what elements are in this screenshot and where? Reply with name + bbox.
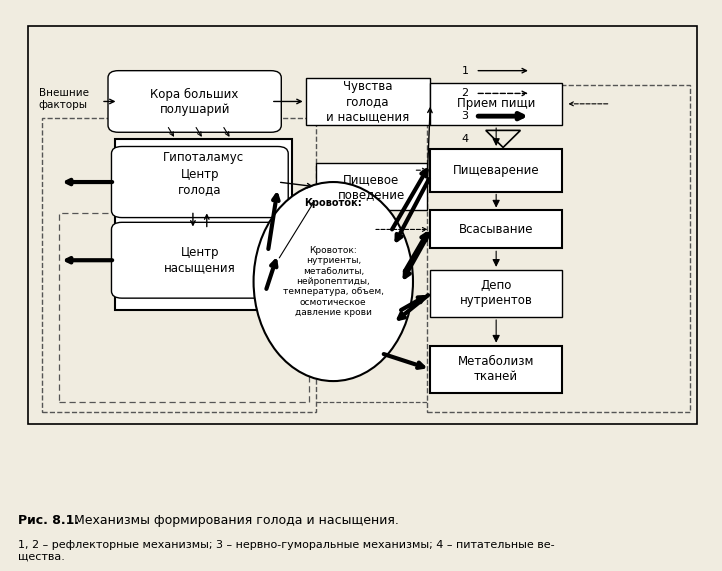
Text: Центр
насыщения: Центр насыщения	[164, 246, 235, 274]
FancyBboxPatch shape	[430, 149, 562, 191]
Text: Кровоток:: Кровоток:	[305, 198, 362, 208]
Text: 3: 3	[461, 111, 469, 121]
FancyBboxPatch shape	[115, 139, 292, 310]
Text: Депо
нутриентов: Депо нутриентов	[460, 279, 533, 307]
FancyBboxPatch shape	[111, 147, 288, 218]
FancyBboxPatch shape	[305, 78, 430, 125]
Text: Внешние
факторы: Внешние факторы	[39, 89, 89, 110]
Text: Кровоток:
нутриенты,
метаболиты,
нейропептиды,
температура, объем,
осмотическое
: Кровоток: нутриенты, метаболиты, нейропе…	[283, 246, 384, 317]
Text: 4: 4	[461, 134, 469, 144]
Text: 2: 2	[461, 89, 469, 98]
Ellipse shape	[253, 182, 413, 381]
FancyBboxPatch shape	[108, 71, 282, 132]
Text: Центр
голода: Центр голода	[178, 168, 222, 196]
Text: Всасывание: Всасывание	[459, 223, 534, 236]
Text: 1: 1	[461, 66, 469, 76]
FancyBboxPatch shape	[316, 163, 427, 211]
Text: Пищеварение: Пищеварение	[453, 164, 539, 176]
Text: Метаболизм
тканей: Метаболизм тканей	[458, 355, 534, 383]
Text: 1, 2 – рефлекторные механизмы; 3 – нервно-гуморальные механизмы; 4 – питательные: 1, 2 – рефлекторные механизмы; 3 – нервн…	[18, 540, 554, 561]
FancyBboxPatch shape	[430, 211, 562, 248]
Text: Гипоталамус: Гипоталамус	[162, 151, 244, 164]
FancyBboxPatch shape	[430, 270, 562, 317]
Text: Механизмы формирования голода и насыщения.: Механизмы формирования голода и насыщени…	[70, 514, 399, 527]
Text: Кора больших
полушарий: Кора больших полушарий	[150, 87, 239, 115]
FancyBboxPatch shape	[430, 82, 562, 125]
Text: Чувства
голода
и насыщения: Чувства голода и насыщения	[326, 80, 409, 123]
Text: Пищевое
поведение: Пищевое поведение	[338, 173, 405, 201]
Text: Прием пищи: Прием пищи	[457, 97, 535, 110]
FancyBboxPatch shape	[111, 222, 288, 298]
FancyBboxPatch shape	[430, 345, 562, 393]
Text: Рис. 8.1.: Рис. 8.1.	[18, 514, 79, 527]
